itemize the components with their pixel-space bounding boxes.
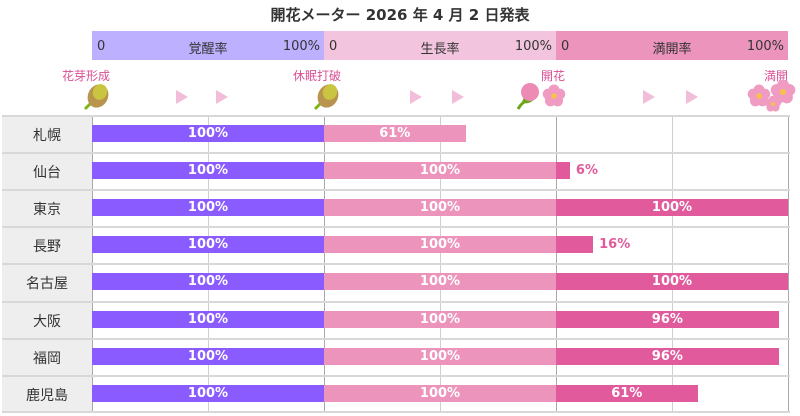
bar-生長率-鹿児島 bbox=[324, 384, 556, 402]
bar-value-label: 100% bbox=[419, 200, 461, 216]
bar-value-label: 100% bbox=[651, 200, 693, 216]
bar-value-label: 100% bbox=[187, 274, 229, 290]
header-生長率: 0 生長率 100% bbox=[324, 31, 556, 60]
full-bloom-icon bbox=[747, 80, 796, 112]
row-divider bbox=[2, 152, 790, 155]
bar-value-label: 100% bbox=[419, 385, 461, 401]
bar-value-label: 100% bbox=[419, 237, 461, 253]
bar-覚醒率-福岡 bbox=[92, 347, 324, 365]
row-divider bbox=[2, 226, 790, 229]
arrow-icon bbox=[216, 90, 228, 104]
row-divider bbox=[2, 337, 790, 340]
bar-満開率-長野 bbox=[556, 236, 594, 254]
bar-生長率-名古屋 bbox=[324, 273, 556, 291]
series-name: 満開率 bbox=[652, 42, 692, 57]
bud-icon bbox=[313, 84, 339, 111]
row-label-東京: 東京 bbox=[33, 202, 61, 219]
bar-生長率-長野 bbox=[324, 236, 556, 254]
bar-value-label: 100% bbox=[419, 311, 461, 327]
blossom-icon bbox=[542, 84, 566, 107]
axis-max-label: 100% bbox=[282, 39, 320, 54]
bar-覚醒率-長野 bbox=[92, 236, 324, 254]
bar-覚醒率-鹿児島 bbox=[92, 384, 324, 402]
bud-icon bbox=[83, 84, 109, 111]
row-label-鹿児島: 鹿児島 bbox=[26, 387, 68, 404]
bar-満開率-鹿児島 bbox=[556, 384, 698, 402]
bar-覚醒率-仙台 bbox=[92, 162, 324, 180]
bar-value-label: 100% bbox=[187, 237, 229, 253]
header-覚醒率: 0 覚醒率 100% bbox=[92, 31, 324, 60]
row-divider bbox=[2, 410, 790, 413]
axis-max-label: 100% bbox=[746, 39, 784, 54]
series-name: 覚醒率 bbox=[188, 42, 228, 57]
row-divider bbox=[2, 300, 790, 303]
axis-min-label: 0 bbox=[329, 39, 338, 54]
bar-満開率-東京 bbox=[556, 199, 788, 217]
chart-title: 開花メーター 2026 年 4 月 2 日発表 bbox=[270, 6, 530, 24]
bar-value-label: 100% bbox=[187, 385, 229, 401]
stage-label: 開花 bbox=[541, 69, 566, 83]
series-name: 生長率 bbox=[420, 42, 460, 57]
bar-満開率-名古屋 bbox=[556, 273, 788, 291]
row-divider bbox=[2, 189, 790, 192]
bar-value-label: 61% bbox=[379, 126, 411, 141]
bar-value-label: 96% bbox=[651, 311, 683, 327]
bar-満開率-仙台 bbox=[556, 162, 570, 180]
stage-label: 休眠打破 bbox=[293, 69, 342, 83]
row-divider bbox=[2, 374, 790, 377]
bar-生長率-福岡 bbox=[324, 347, 556, 365]
flower-bud-icon bbox=[516, 83, 539, 110]
row-label-名古屋: 名古屋 bbox=[26, 276, 68, 293]
axis-min-label: 0 bbox=[561, 39, 570, 54]
row-label-福岡: 福岡 bbox=[33, 350, 61, 367]
row-label-仙台: 仙台 bbox=[33, 165, 61, 182]
arrow-icon bbox=[176, 90, 188, 104]
bar-value-label: 16% bbox=[599, 237, 631, 253]
bar-value-label: 6% bbox=[575, 163, 598, 179]
arrow-icon bbox=[643, 90, 655, 104]
bar-覚醒率-東京 bbox=[92, 199, 324, 217]
bar-value-label: 100% bbox=[419, 163, 461, 179]
axis-max-label: 100% bbox=[514, 39, 552, 54]
row-divider bbox=[2, 115, 790, 117]
bar-value-label: 61% bbox=[611, 385, 643, 401]
bar-生長率-仙台 bbox=[324, 162, 556, 180]
axis-min-label: 0 bbox=[97, 39, 106, 54]
bar-生長率-大阪 bbox=[324, 310, 556, 328]
bar-value-label: 100% bbox=[419, 348, 461, 364]
bar-value-label: 100% bbox=[187, 348, 229, 364]
row-label-長野: 長野 bbox=[33, 239, 61, 256]
bar-value-label: 100% bbox=[187, 311, 229, 327]
row-divider bbox=[2, 263, 790, 266]
bar-value-label: 100% bbox=[187, 163, 229, 179]
bar-value-label: 100% bbox=[419, 274, 461, 290]
arrow-icon bbox=[452, 90, 464, 104]
bar-覚醒率-名古屋 bbox=[92, 273, 324, 291]
header-満開率: 0 満開率 100% bbox=[556, 31, 788, 60]
row-label-札幌: 札幌 bbox=[33, 128, 61, 144]
bar-value-label: 100% bbox=[187, 200, 229, 216]
bar-value-label: 100% bbox=[187, 126, 229, 141]
bar-満開率-福岡 bbox=[556, 347, 779, 365]
row-label-大阪: 大阪 bbox=[33, 313, 61, 330]
bar-満開率-大阪 bbox=[556, 310, 779, 328]
bar-生長率-東京 bbox=[324, 199, 556, 217]
arrow-icon bbox=[686, 90, 698, 104]
bar-覚醒率-大阪 bbox=[92, 310, 324, 328]
arrow-icon bbox=[410, 90, 422, 104]
bar-生長率-札幌 bbox=[324, 125, 466, 142]
stage-label: 花芽形成 bbox=[62, 69, 111, 83]
bar-value-label: 100% bbox=[651, 274, 693, 290]
bar-覚醒率-札幌 bbox=[92, 125, 324, 142]
bar-value-label: 96% bbox=[651, 348, 683, 364]
